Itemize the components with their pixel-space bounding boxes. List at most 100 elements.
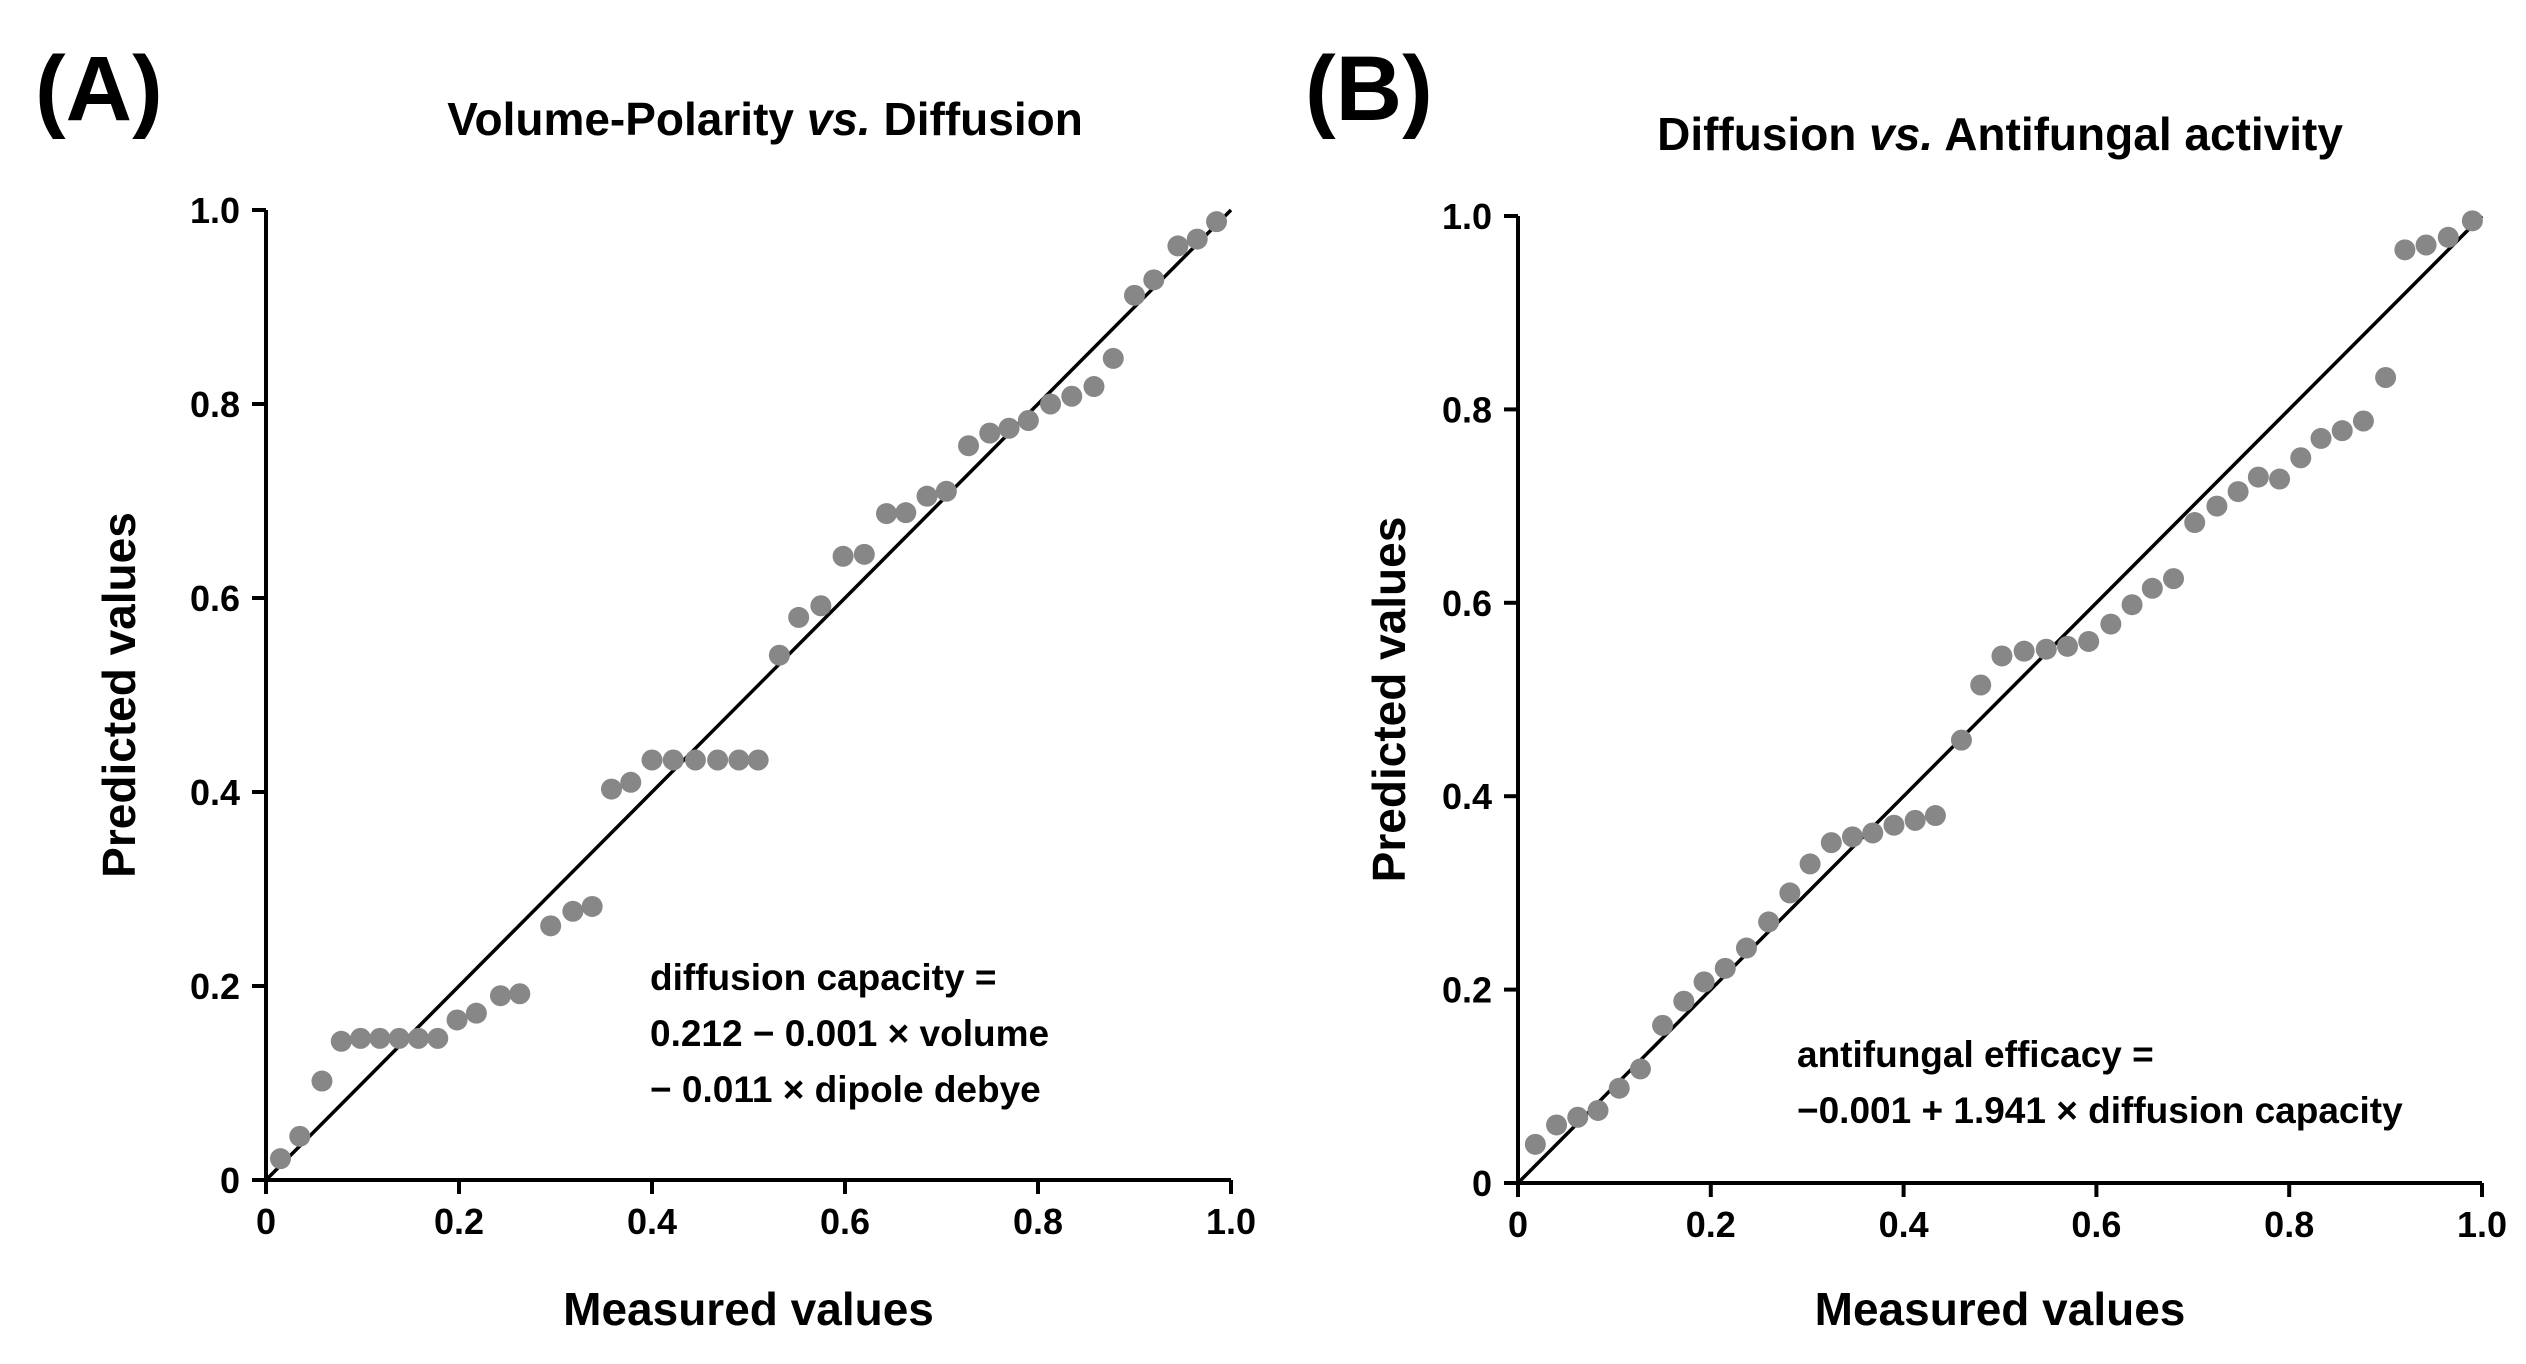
y-axis-label: Predicted values bbox=[1363, 517, 1415, 883]
data-point bbox=[1883, 814, 1905, 836]
data-point bbox=[1842, 826, 1864, 848]
data-point bbox=[581, 895, 603, 917]
data-point bbox=[509, 983, 531, 1005]
data-point bbox=[1799, 853, 1821, 875]
x-tick-label: 0 bbox=[1508, 1204, 1528, 1245]
chart-title-part: Diffusion bbox=[871, 93, 1083, 145]
data-point bbox=[1862, 822, 1884, 844]
data-point bbox=[1083, 376, 1105, 398]
chart-title: Volume-Polarity vs. Diffusion bbox=[447, 93, 1083, 145]
data-point bbox=[1904, 809, 1926, 831]
data-point bbox=[330, 1030, 352, 1052]
data-point bbox=[427, 1027, 449, 1049]
equation-line: −0.001 + 1.941 × diffusion capacity bbox=[1797, 1090, 2403, 1131]
y-tick-label: 0.6 bbox=[1442, 583, 1492, 624]
x-tick-label: 0.2 bbox=[434, 1201, 484, 1242]
y-tick-label: 1.0 bbox=[190, 190, 240, 231]
data-point bbox=[895, 502, 917, 524]
data-point bbox=[2100, 613, 2122, 635]
reference-line bbox=[1516, 214, 2484, 1185]
x-tick-label: 0 bbox=[256, 1201, 276, 1242]
x-tick-label: 1.0 bbox=[1206, 1201, 1256, 1242]
data-point bbox=[2310, 427, 2332, 449]
data-point bbox=[935, 480, 957, 502]
data-point bbox=[2141, 577, 2163, 599]
data-point bbox=[2078, 630, 2100, 652]
data-point bbox=[1587, 1099, 1609, 1121]
data-point bbox=[369, 1027, 391, 1049]
data-point bbox=[1970, 674, 1992, 696]
x-tick-label: 0.8 bbox=[1013, 1201, 1063, 1242]
chart-title: Diffusion vs. Antifungal activity bbox=[1657, 108, 2343, 160]
x-tick-label: 0.8 bbox=[2264, 1204, 2314, 1245]
data-point bbox=[662, 749, 684, 771]
data-point bbox=[1714, 957, 1736, 979]
x-tick-label: 0.6 bbox=[820, 1201, 870, 1242]
data-point bbox=[2331, 420, 2353, 442]
panel-label: (A) bbox=[35, 38, 163, 140]
data-point bbox=[388, 1027, 410, 1049]
data-point bbox=[2206, 495, 2228, 517]
data-point bbox=[2227, 481, 2249, 503]
y-tick-label: 0.8 bbox=[190, 384, 240, 425]
data-point bbox=[2184, 512, 2206, 534]
data-point bbox=[1629, 1058, 1651, 1080]
panel-a: (A) Volume-Polarity vs. Diffusion 0 0.2 0.4 0… bbox=[35, 38, 1256, 1335]
data-point bbox=[1820, 832, 1842, 854]
data-point bbox=[979, 422, 1001, 444]
equation-line: 0.212 − 0.001 × volume bbox=[650, 1013, 1049, 1054]
data-point bbox=[2035, 638, 2057, 660]
data-point bbox=[1924, 805, 1946, 827]
data-point bbox=[1693, 971, 1715, 993]
data-point bbox=[1186, 228, 1208, 250]
x-tick-label: 1.0 bbox=[2457, 1204, 2507, 1245]
data-point bbox=[853, 543, 875, 565]
data-point bbox=[489, 985, 511, 1007]
data-point bbox=[2415, 234, 2437, 256]
data-point bbox=[1017, 409, 1039, 431]
data-point bbox=[1206, 211, 1228, 233]
data-point bbox=[1673, 990, 1695, 1012]
data-point bbox=[1735, 937, 1757, 959]
x-tick-label: 0.4 bbox=[627, 1201, 677, 1242]
data-point bbox=[1950, 729, 1972, 751]
data-point bbox=[2352, 410, 2374, 432]
data-point bbox=[1546, 1114, 1568, 1136]
chart-title-part: vs. bbox=[1869, 108, 1933, 160]
data-point bbox=[2121, 594, 2143, 616]
chart-title-part: Antifungal activity bbox=[1933, 108, 2343, 160]
data-point bbox=[1102, 347, 1124, 369]
data-point bbox=[620, 771, 642, 793]
data-point bbox=[998, 417, 1020, 439]
data-point bbox=[2247, 466, 2269, 488]
data-point bbox=[350, 1027, 372, 1049]
data-point bbox=[1991, 645, 2013, 667]
data-point bbox=[641, 749, 663, 771]
data-point bbox=[1124, 284, 1145, 306]
data-point bbox=[916, 485, 938, 507]
data-point bbox=[1652, 1014, 1674, 1036]
equation-line: diffusion capacity = bbox=[650, 957, 996, 998]
data-point bbox=[2437, 226, 2459, 248]
data-point bbox=[832, 545, 854, 567]
y-tick-label: 0.8 bbox=[1442, 389, 1492, 430]
data-point bbox=[407, 1027, 429, 1049]
y-tick-label: 0.4 bbox=[1442, 776, 1492, 817]
y-tick-label: 0.2 bbox=[190, 966, 240, 1007]
data-point bbox=[2013, 640, 2035, 662]
y-tick-label: 0.2 bbox=[1442, 970, 1492, 1011]
y-axis-label: Predicted values bbox=[93, 512, 145, 878]
y-tick-label: 0.6 bbox=[190, 578, 240, 619]
data-point bbox=[810, 595, 832, 617]
y-tick-label: 0.4 bbox=[190, 772, 240, 813]
data-point bbox=[1567, 1106, 1589, 1128]
chart-title-part: Volume-Polarity bbox=[447, 93, 807, 145]
data-point bbox=[1143, 269, 1165, 291]
data-point bbox=[2163, 568, 2185, 590]
data-point bbox=[707, 749, 729, 771]
x-tick-label: 0.4 bbox=[1879, 1204, 1929, 1245]
chart-title-part: Diffusion bbox=[1657, 108, 1869, 160]
data-point bbox=[2290, 447, 2312, 469]
x-axis-label: Measured values bbox=[563, 1283, 934, 1335]
data-point bbox=[465, 1002, 487, 1024]
